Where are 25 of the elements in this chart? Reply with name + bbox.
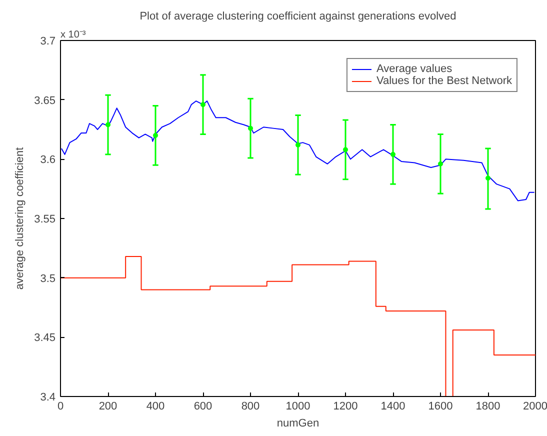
legend-label: Values for the Best Network [376, 75, 512, 87]
x-axis-title: numGen [276, 418, 320, 430]
y-tick-label: 3.45 [34, 332, 56, 344]
x-tick-label: 800 [241, 400, 260, 412]
y-tick-label: 3.6 [40, 154, 56, 166]
y-tick-label: 3.65 [34, 94, 56, 107]
x-tick-label: 0 [57, 400, 64, 412]
x-tick-label: 400 [146, 400, 165, 412]
x-tick-label: 1000 [286, 400, 310, 412]
legend-label: Average values [376, 63, 452, 75]
line-series [60, 100, 535, 202]
y-tick-label: 3.55 [34, 214, 56, 226]
x-tick-label: 1400 [380, 400, 406, 412]
y-tick-label: 3.4 [40, 392, 56, 404]
y-tick-label: 3.5 [40, 272, 56, 285]
x-tick-label: 1800 [476, 400, 500, 412]
x-tick-label: 1200 [333, 400, 358, 412]
y-axis-title: average clustering coefficient [14, 147, 26, 290]
annotation: x 10⁻³ [60, 30, 86, 40]
x-tick-label: 2000 [523, 400, 547, 412]
x-tick-label: 1600 [428, 400, 453, 412]
x-tick-label: 600 [194, 400, 212, 412]
chart-title: Plot of average clustering coefficient against generations evolved [140, 10, 456, 22]
y-tick-label: 3.7 [40, 36, 56, 48]
x-tick-label: 200 [98, 400, 118, 412]
